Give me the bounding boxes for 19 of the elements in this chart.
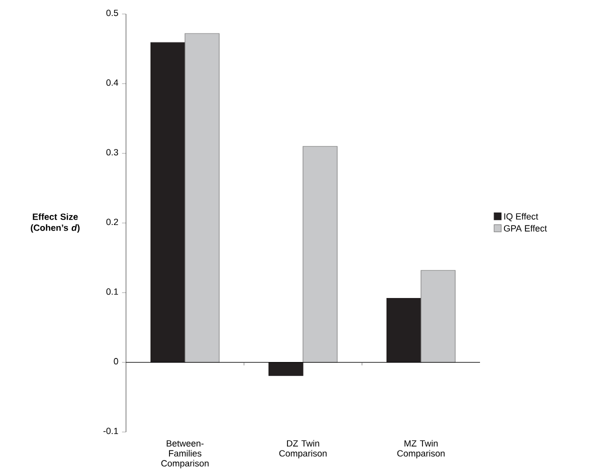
y-tick-label: 0.4	[106, 79, 118, 86]
bar	[150, 42, 186, 363]
legend-label: GPA Effect	[504, 225, 547, 232]
bar	[420, 270, 456, 363]
y-tick-label: 0	[114, 358, 118, 364]
bar	[184, 33, 220, 363]
bar	[268, 362, 304, 376]
y-tick-label: -0.1	[103, 428, 118, 434]
y-axis-title: Effect Size (Cohen’s d)	[30, 213, 80, 233]
bar	[302, 146, 338, 363]
bar	[386, 298, 422, 363]
x-tick-label: DZ Twin Comparison	[279, 440, 327, 458]
x-tick-label: Between-Families Comparison	[161, 440, 209, 468]
y-tick-label: 0.5	[106, 10, 118, 16]
y-tick-label: 0.1	[106, 288, 118, 295]
x-tick-label: MZ Twin Comparison	[397, 440, 445, 458]
legend-label: IQ Effect	[504, 213, 538, 222]
y-tick-label: 0.2	[106, 218, 118, 226]
y-tick-label: 0.3	[106, 149, 118, 156]
